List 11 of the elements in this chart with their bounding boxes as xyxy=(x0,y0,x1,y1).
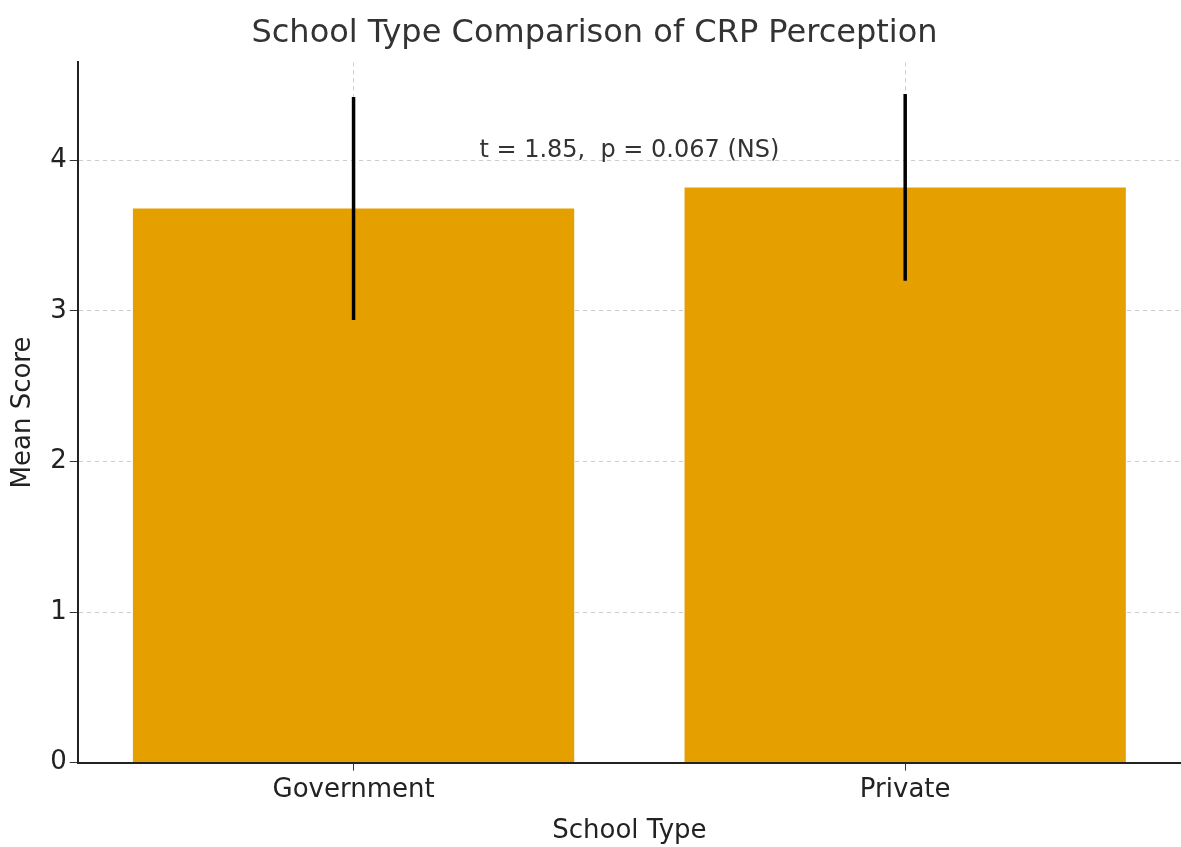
y-tick-label: 0 xyxy=(50,745,67,776)
y-tick-label: 2 xyxy=(50,444,67,475)
y-tick-label: 3 xyxy=(50,293,67,324)
chart-title: School Type Comparison of CRP Perception xyxy=(251,11,938,50)
y-tick-label: 4 xyxy=(50,143,67,174)
y-tick-label: 1 xyxy=(50,594,67,625)
y-axis-title: Mean Score xyxy=(6,336,37,489)
x-axis-title: School Type xyxy=(552,814,707,845)
x-tick-label: Government xyxy=(272,772,435,803)
annotation: t = 1.85, p = 0.067 (NS) xyxy=(479,134,780,163)
x-tick-label: Private xyxy=(859,772,951,803)
